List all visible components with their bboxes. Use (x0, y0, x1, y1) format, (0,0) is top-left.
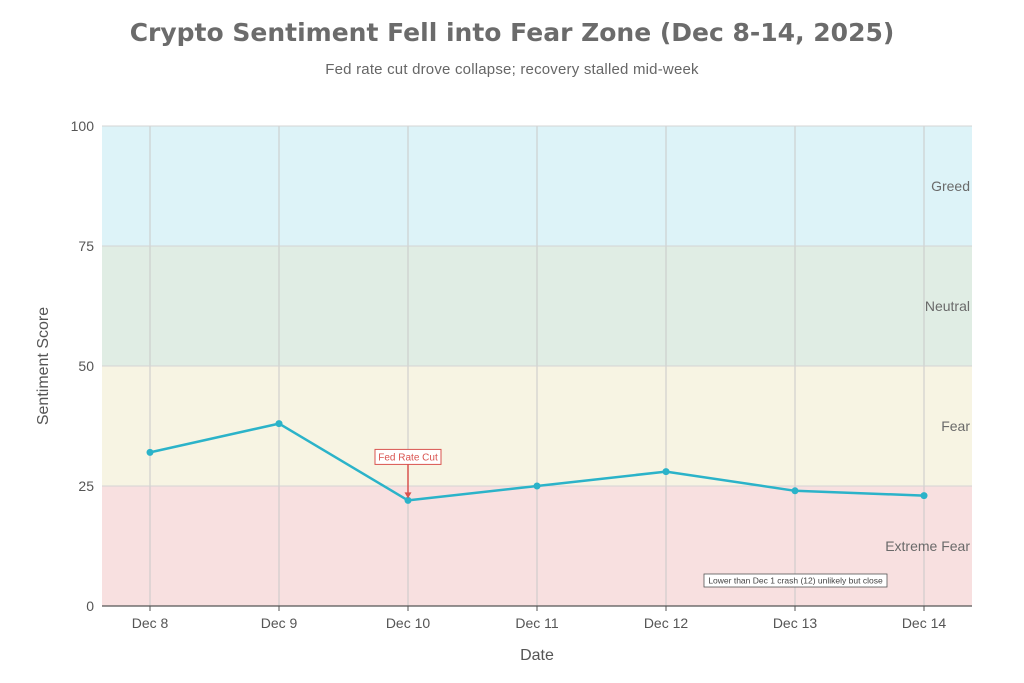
x-tick-label: Dec 13 (773, 615, 818, 631)
annotation-arrowhead (404, 492, 412, 499)
chart-title: Crypto Sentiment Fell into Fear Zone (De… (129, 18, 895, 47)
data-point (920, 492, 928, 500)
note-text: Lower than Dec 1 crash (12) unlikely but… (708, 576, 883, 586)
data-point (533, 482, 541, 490)
x-tick-label: Dec 12 (644, 615, 689, 631)
data-point (791, 487, 799, 495)
data-point (662, 468, 670, 476)
zone-label: Extreme Fear (885, 538, 970, 554)
data-point (404, 496, 412, 504)
y-tick-label: 75 (78, 238, 94, 254)
annotation-label: Fed Rate Cut (378, 452, 438, 463)
x-axis-label: Date (520, 647, 554, 664)
zone-label: Fear (941, 418, 970, 434)
x-tick-label: Dec 11 (515, 615, 559, 631)
y-tick-label: 25 (78, 478, 94, 494)
y-axis-label: Sentiment Score (35, 307, 52, 425)
y-tick-label: 50 (78, 358, 94, 374)
data-point (146, 448, 154, 456)
chart-subtitle: Fed rate cut drove collapse; recovery st… (325, 61, 699, 78)
note-box (703, 573, 888, 588)
x-tick-label: Dec 9 (261, 615, 298, 631)
zone-label: Neutral (925, 298, 970, 314)
y-tick-label: 100 (71, 118, 95, 134)
x-tick-label: Dec 10 (386, 615, 431, 631)
x-tick-label: Dec 8 (132, 615, 169, 631)
x-tick-label: Dec 14 (902, 615, 947, 631)
zone-label: Greed (931, 178, 970, 194)
y-tick-label: 0 (86, 598, 94, 614)
data-point (275, 420, 283, 428)
